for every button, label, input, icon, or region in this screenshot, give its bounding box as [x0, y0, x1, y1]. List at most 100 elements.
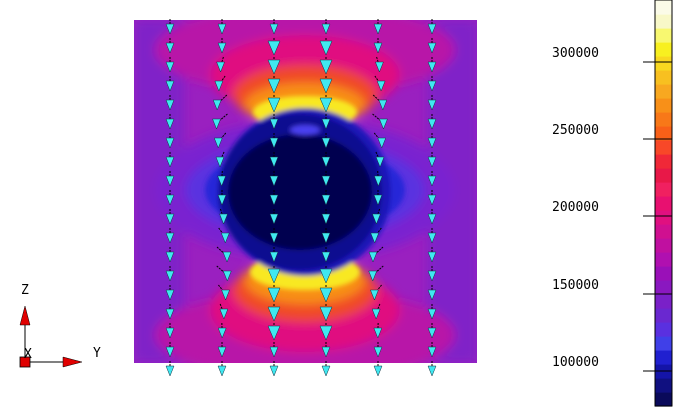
- vector-arrow: [267, 268, 281, 284]
- vector-stem: [219, 303, 225, 314]
- vector-stem: [216, 265, 228, 276]
- colorbar-tick-label: 250000: [552, 123, 599, 138]
- vector-arrow: [165, 156, 175, 168]
- vector-arrow: [222, 251, 232, 263]
- axis-triad: Z X Y: [19, 283, 101, 368]
- vector-stem: [372, 94, 384, 105]
- vector-arrow: [368, 270, 378, 282]
- vector-arrow: [217, 42, 227, 54]
- vector-arrow: [427, 137, 437, 149]
- vector-arrow: [269, 213, 279, 225]
- vector-arrow: [165, 346, 175, 358]
- colorbar-swatch: [655, 294, 672, 309]
- vector-arrow: [321, 137, 331, 149]
- vector-arrow: [378, 99, 388, 111]
- x-axis-marker: [19, 356, 31, 368]
- vector-stem: [216, 113, 228, 124]
- colorbar-swatch: [655, 308, 672, 323]
- vector-arrow: [269, 156, 279, 168]
- vector-arrow: [321, 232, 331, 244]
- vector-arrow: [319, 325, 333, 341]
- vector-arrow: [427, 61, 437, 73]
- vector-arrow: [321, 23, 331, 35]
- vector-arrow: [165, 365, 175, 377]
- vector-arrow: [427, 175, 437, 187]
- vector-arrow: [165, 42, 175, 54]
- vector-arrow: [165, 61, 175, 73]
- vector-arrow: [427, 23, 437, 35]
- vector-arrow: [427, 194, 437, 206]
- colorbar-swatch: [655, 238, 672, 253]
- vector-arrow: [269, 137, 279, 149]
- vector-arrow: [267, 306, 281, 322]
- vector-arrow: [427, 365, 437, 377]
- vector-arrow: [319, 306, 333, 322]
- y-axis-arrow: [62, 356, 83, 368]
- vector-arrow: [222, 270, 232, 282]
- vector-arrow: [217, 327, 227, 339]
- colorbar-swatch: [655, 56, 672, 71]
- vector-arrow: [267, 78, 281, 94]
- vector-stem: [216, 246, 228, 257]
- vector-arrow: [370, 232, 380, 244]
- vector-arrow: [213, 137, 223, 149]
- vector-arrow: [379, 118, 388, 130]
- colorbar-tick-label: 150000: [552, 278, 599, 293]
- vector-arrow: [427, 289, 437, 301]
- colorbar-swatch: [655, 14, 672, 29]
- vector-arrow: [427, 327, 437, 339]
- colorbar-swatch: [655, 140, 672, 155]
- vector-arrow: [375, 156, 385, 168]
- colorbar-swatch: [655, 70, 672, 85]
- vector-arrow: [427, 232, 437, 244]
- vector-arrow: [165, 194, 175, 206]
- vector-stem: [372, 113, 384, 124]
- vector-arrow: [165, 80, 175, 92]
- colorbar-swatch: [655, 98, 672, 113]
- vector-arrow: [267, 59, 281, 75]
- vector-arrow: [373, 346, 383, 358]
- colorbar-swatch: [655, 154, 672, 169]
- colorbar-swatch: [655, 378, 672, 393]
- vector-arrow: [376, 80, 386, 92]
- vector-arrow: [165, 175, 175, 187]
- vector-arrow: [212, 118, 221, 130]
- vector-arrow: [269, 251, 279, 263]
- z-axis-arrow: [19, 305, 31, 326]
- vector-arrow: [373, 42, 383, 54]
- colorbar-swatch: [655, 336, 672, 351]
- colorbar-tick-label: 300000: [552, 46, 599, 61]
- vector-arrow: [221, 289, 230, 301]
- vector-arrow: [269, 346, 279, 358]
- colorbar: 300000 250000 200000 150000 100000: [552, 0, 673, 407]
- vector-arrow: [321, 365, 331, 377]
- vector-arrow: [427, 270, 437, 282]
- colorbar-swatch: [655, 28, 672, 43]
- vector-arrow: [427, 308, 437, 320]
- vector-arrow: [373, 365, 383, 377]
- vector-arrow: [269, 23, 279, 35]
- vector-arrow: [319, 97, 333, 113]
- velocity-vectors: [165, 19, 437, 377]
- vector-arrow: [220, 232, 230, 244]
- vector-stem: [372, 246, 384, 257]
- vector-stem: [216, 94, 228, 105]
- vector-arrow: [165, 118, 175, 130]
- vector-arrow: [373, 23, 383, 35]
- vector-arrow: [217, 23, 227, 35]
- vector-arrow: [373, 175, 383, 187]
- colorbar-swatch: [655, 350, 672, 365]
- vector-arrow: [165, 137, 175, 149]
- vector-arrow: [219, 308, 229, 320]
- colorbar-swatch: [655, 280, 672, 295]
- vector-arrow: [319, 59, 333, 75]
- vector-arrow: [319, 78, 333, 94]
- vector-arrow: [319, 40, 333, 56]
- vector-arrow: [377, 137, 387, 149]
- colorbar-tick-label: 100000: [552, 355, 599, 370]
- vector-arrow: [427, 42, 437, 54]
- z-axis-label: Z: [21, 283, 29, 298]
- vector-arrow: [427, 156, 437, 168]
- vector-arrow: [321, 118, 331, 130]
